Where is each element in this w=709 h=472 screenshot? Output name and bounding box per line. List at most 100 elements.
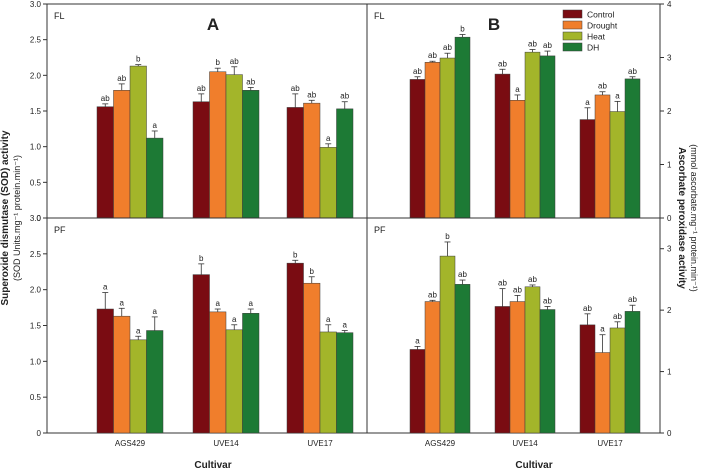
significance-label: a [585,98,590,107]
significance-label: ab [117,74,126,83]
significance-label: ab [291,84,300,93]
legend-swatch [562,42,583,52]
bar [129,65,147,219]
bar [129,339,147,434]
x-tick-label: UVE14 [213,439,239,448]
significance-label: ab [613,312,622,321]
significance-label: a [415,336,420,345]
significance-label: b [216,58,221,67]
significance-label: a [615,91,620,100]
legend-label: Heat [587,32,606,42]
bar [579,119,596,219]
bar [225,74,243,219]
y-right-title: Ascorbate peroxidase activity [676,147,687,289]
bar [579,324,596,434]
significance-label: ab [543,41,552,50]
bar [409,349,426,434]
y-tick-label: 0 [37,429,42,438]
x-title-left: Cultivar [194,460,231,471]
significance-label: a [326,134,331,143]
y-tick-label: 3.0 [30,214,42,223]
bar [286,262,304,434]
x-tick-label: UVE14 [512,439,538,448]
y-tick-label: 1.5 [30,322,42,331]
legend-swatch [562,9,583,19]
legend-swatch [562,20,583,30]
bar [524,51,541,219]
significance-label: b [199,254,204,263]
bar [96,106,114,219]
significance-label: ab [246,77,255,86]
bar [454,36,471,219]
y-left-units: (SOD Units.mg⁻¹ protein.min⁻¹) [12,155,22,281]
panel-tag: PF [374,225,386,235]
significance-label: ab [513,285,522,294]
bar [609,111,626,219]
significance-label: ab [598,82,607,91]
significance-label: a [600,325,605,334]
bar [594,352,611,434]
bar [509,100,526,219]
bar [146,330,164,434]
x-tick-label: UVE17 [307,439,333,448]
significance-label: ab [628,295,637,304]
bar [336,332,354,434]
y-tick-label: 0 [37,214,42,223]
significance-label: a [232,315,237,324]
y-tick-label: 0.5 [30,178,42,187]
y-tick-label: 4 [667,0,672,9]
bar [424,301,441,434]
significance-label: a [326,315,331,324]
bar [439,57,456,219]
bar [242,313,260,434]
significance-label: a [103,283,108,292]
panel-tag: PF [54,225,66,235]
legend-label: Drought [587,21,618,31]
bar [146,137,164,219]
significance-label: ab [543,296,552,305]
significance-label: a [136,326,141,335]
bar [424,62,441,219]
x-tick-label: AGS429 [115,439,146,448]
significance-label: ab [307,90,316,99]
bar [303,282,321,434]
bar [286,107,304,219]
y-tick-label: 1 [667,161,672,170]
y-tick-label: 2 [667,107,672,116]
significance-label: a [153,121,158,130]
bar [609,327,626,434]
significance-label: ab [197,84,206,93]
y-tick-label: 1 [667,368,672,377]
significance-label: ab [498,279,507,288]
significance-label: b [293,250,298,259]
bar [409,79,426,219]
significance-label: b [460,24,465,33]
bar [242,90,260,219]
legend-swatch [562,31,583,41]
y-tick-label: 2.5 [30,250,42,259]
legend-label: DH [587,43,599,53]
bar [336,108,354,219]
significance-label: ab [628,67,637,76]
panel-letter: A [207,15,219,34]
bar [225,329,243,434]
panel-letter: B [488,15,500,34]
legend-label: Control [587,10,615,20]
significance-label: a [515,85,520,94]
significance-label: ab [528,275,537,284]
bar [439,255,456,434]
bar [539,55,556,219]
y-tick-label: 3 [667,54,672,63]
significance-label: b [310,267,315,276]
significance-label: a [216,299,221,308]
panel-sod-pf: 0 0.5 1.0 1.5 2.0 2.5 3.0 PF a a a a AGS429 b a a a UVE14… [30,214,368,448]
bar [192,274,210,434]
significance-label: ab [458,270,467,279]
bar [192,101,210,219]
significance-label: ab [340,92,349,101]
y-tick-label: 1.5 [30,107,42,116]
bar [96,308,114,434]
significance-label: ab [101,94,110,103]
